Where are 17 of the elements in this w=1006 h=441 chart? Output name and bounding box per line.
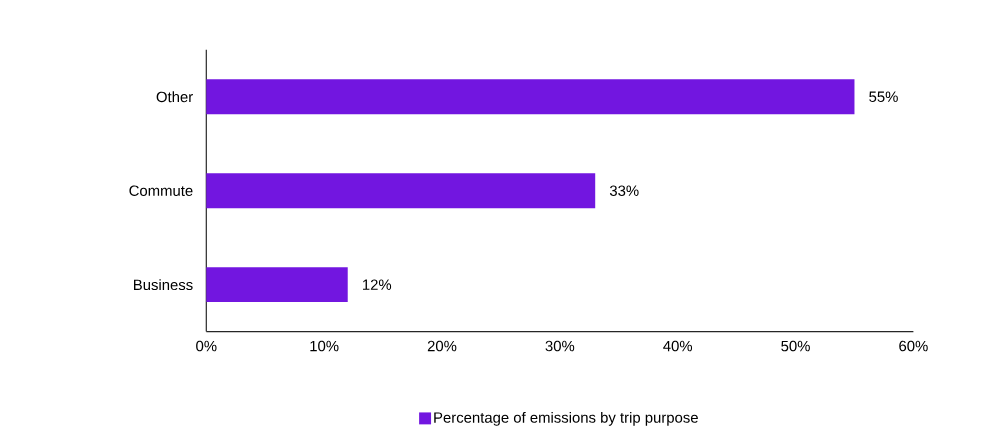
- legend-label: Percentage of emissions by trip purpose: [434, 411, 698, 426]
- x-tick-label: 0%: [196, 340, 217, 352]
- x-tick-label: 20%: [427, 340, 457, 352]
- data-label: 33%: [609, 185, 639, 196]
- data-label: 55%: [869, 91, 898, 102]
- x-tick-label: 50%: [781, 340, 810, 352]
- y-tick-label: Other: [156, 91, 193, 103]
- bar: [206, 267, 348, 302]
- x-tick-label: 30%: [545, 340, 575, 352]
- y-tick-label: Business: [134, 279, 193, 291]
- x-tick-label: 60%: [899, 340, 928, 352]
- bar: [206, 79, 855, 115]
- x-tick-label: 10%: [310, 340, 339, 352]
- bar: [206, 173, 596, 209]
- data-label: 12%: [363, 279, 392, 290]
- x-tick-label: 40%: [663, 340, 693, 352]
- y-tick-label: Commute: [129, 185, 193, 196]
